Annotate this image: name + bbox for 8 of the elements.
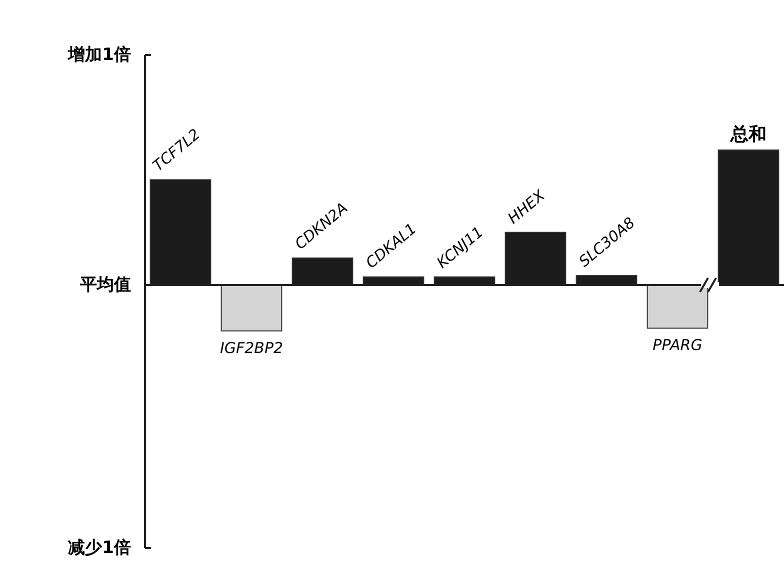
text: 平均值 (79, 275, 131, 295)
text: 减少1倍 (68, 538, 131, 558)
bar (220, 284, 282, 332)
x-tick-label: IGF2BP2 (220, 338, 284, 357)
x-tick-label: PPARG (652, 336, 702, 354)
bar (646, 284, 708, 329)
x-tick-label: 总和 (730, 124, 766, 145)
text: 增加1倍 (67, 45, 131, 65)
